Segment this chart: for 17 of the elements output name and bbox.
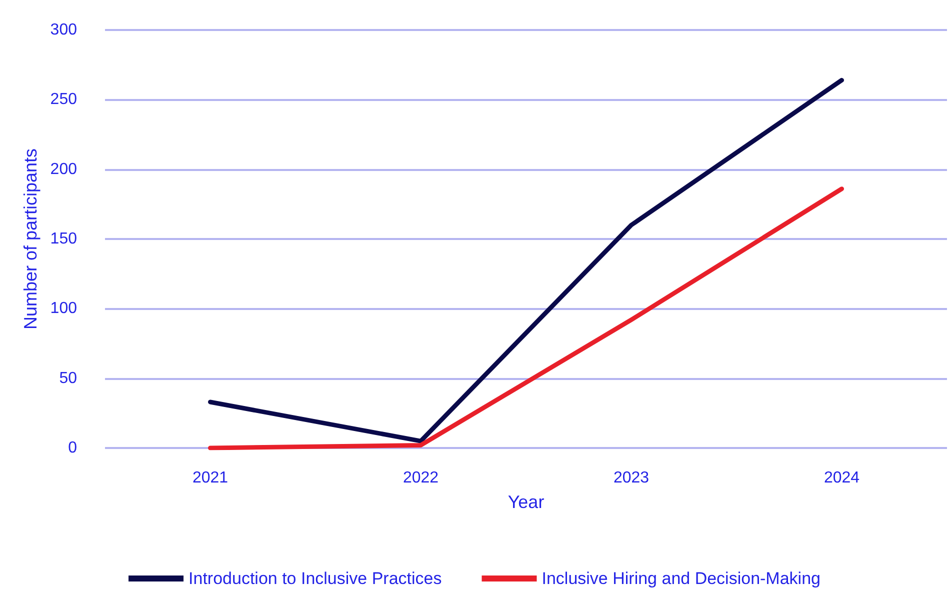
y-tick-label: 100	[50, 300, 78, 318]
y-tick-label: 0	[68, 440, 78, 456]
x-tick-label: 2022	[402, 470, 439, 486]
x-tick-label: 2021	[192, 470, 228, 486]
y-tick-label: 300	[50, 22, 78, 38]
y-tick-label: 200	[50, 160, 78, 178]
x-tick-label: 2024	[824, 470, 860, 486]
legend-label: Inclusive Hiring and Decision-Making	[542, 569, 820, 588]
y-tick-label: 150	[50, 230, 78, 248]
legend-label: Introduction to Inclusive Practices	[188, 569, 442, 588]
y-axis-title: Number of participants	[20, 148, 40, 330]
line-series	[208, 186, 844, 450]
x-tick-label: 2023	[613, 470, 650, 486]
line-series	[208, 78, 844, 444]
x-axis-title: Year	[508, 492, 544, 512]
y-tick-label: 50	[59, 370, 78, 387]
y-tick-label: 250	[50, 91, 78, 108]
